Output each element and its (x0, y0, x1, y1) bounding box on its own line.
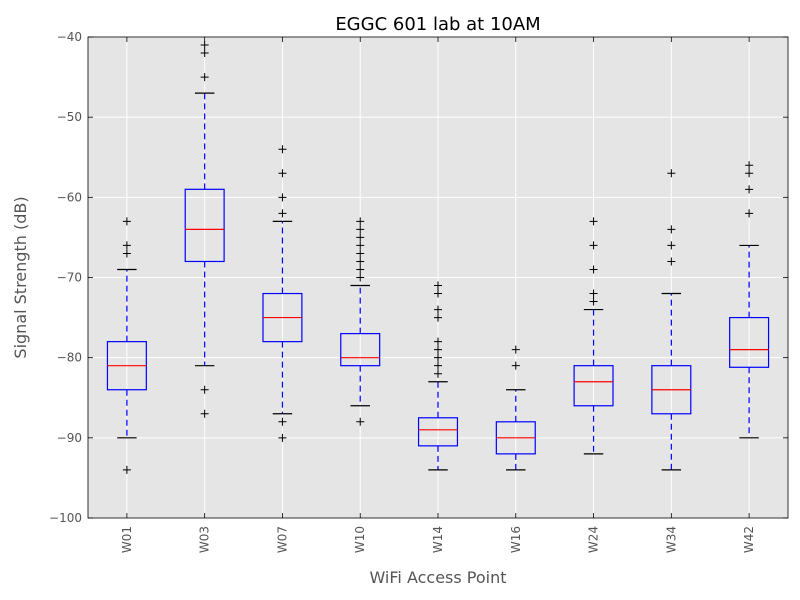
y-tick-label: −70 (57, 271, 82, 285)
box-W16 (495, 345, 536, 471)
outlier-point (200, 41, 209, 50)
outlier-point (200, 385, 209, 394)
outlier-point (589, 289, 598, 298)
outlier-point (745, 209, 754, 218)
y-tick-label: −50 (57, 110, 82, 124)
outlier-point (122, 249, 131, 258)
outlier-point (200, 73, 209, 82)
outlier-point (667, 169, 676, 178)
outlier-point (200, 409, 209, 418)
box-W14 (417, 281, 459, 471)
outlier-point (434, 369, 442, 378)
boxes (106, 41, 770, 474)
box-iqr (417, 417, 459, 447)
outlier-point (356, 225, 365, 234)
outlier-point (356, 241, 365, 250)
outlier-point (434, 353, 442, 362)
outlier-point (667, 241, 676, 250)
outlier-point (589, 217, 598, 226)
outlier-point (434, 337, 442, 346)
outlier-point (745, 185, 754, 194)
box-W34 (651, 169, 692, 471)
chart-title: EGGC 601 lab at 10AM (335, 14, 540, 35)
outlier-point (122, 465, 131, 474)
outlier-point (356, 417, 365, 426)
outlier-point (434, 361, 442, 370)
x-tick-label: W10 (353, 526, 367, 553)
outlier-point (278, 417, 287, 426)
box-iqr (729, 316, 770, 368)
box-iqr (340, 333, 381, 367)
box-W03 (184, 41, 225, 418)
outlier-point (589, 241, 598, 250)
outlier-point (434, 313, 442, 322)
box-W42 (729, 161, 770, 439)
outlier-point (434, 281, 442, 290)
x-tick-label: W01 (120, 526, 134, 553)
x-tick-label: W34 (664, 526, 678, 553)
ticks: −100 −90 −80 −70 −60 −50 −40 W01 W03 W07 W10 W14 W16… (49, 30, 788, 553)
outlier-point (200, 49, 209, 58)
x-tick-label: W42 (742, 526, 756, 553)
y-tick-label: −90 (57, 431, 82, 445)
x-tick-label: W03 (198, 526, 212, 553)
y-tick-label: −40 (57, 30, 82, 44)
x-tick-label: W07 (275, 526, 289, 553)
outlier-point (434, 305, 442, 314)
outlier-point (356, 273, 365, 282)
outlier-point (122, 241, 131, 250)
outlier-point (511, 345, 520, 354)
outlier-point (356, 233, 365, 242)
outlier-point (278, 145, 287, 154)
box-W01 (106, 217, 147, 474)
box-W24 (573, 217, 614, 455)
outlier-point (589, 265, 598, 274)
x-tick-label: W16 (509, 526, 523, 553)
outlier-point (278, 209, 287, 218)
box-iqr (573, 365, 614, 407)
outlier-point (745, 169, 754, 178)
y-tick-label: −60 (57, 190, 82, 204)
outlier-point (667, 225, 676, 234)
outlier-point (511, 361, 520, 370)
outlier-point (278, 433, 287, 442)
y-tick-label: −80 (57, 351, 82, 365)
outlier-point (278, 169, 287, 178)
outlier-point (667, 257, 676, 266)
outlier-point (356, 217, 365, 226)
outlier-point (589, 297, 598, 306)
y-tick-label: −100 (49, 511, 82, 525)
y-axis-label: Signal Strength (dB) (11, 196, 30, 358)
outlier-point (278, 193, 287, 202)
outlier-point (356, 249, 365, 258)
outlier-point (356, 257, 365, 266)
outlier-point (434, 289, 442, 298)
outlier-point (434, 345, 442, 354)
x-tick-label: W14 (431, 526, 445, 553)
box-iqr (184, 188, 225, 263)
box-W10 (340, 217, 381, 426)
outlier-point (356, 265, 365, 274)
outlier-point (745, 161, 754, 170)
box-W07 (262, 145, 303, 442)
x-tick-label: W24 (587, 526, 601, 553)
outlier-point (122, 217, 131, 226)
x-axis-label: WiFi Access Point (369, 568, 506, 587)
